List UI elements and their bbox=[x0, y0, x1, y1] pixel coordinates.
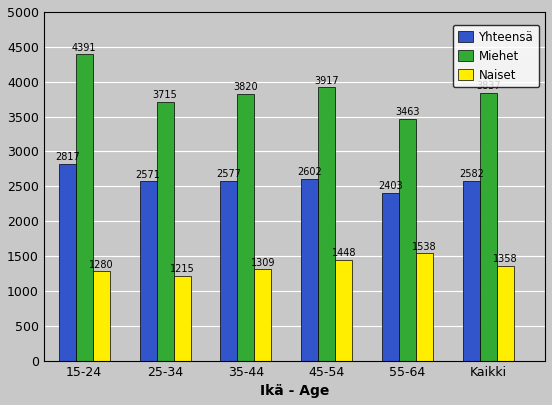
Bar bbox=[237, 94, 254, 360]
Bar bbox=[173, 276, 190, 360]
Text: 4391: 4391 bbox=[72, 43, 97, 53]
Bar bbox=[140, 181, 157, 360]
Bar bbox=[497, 266, 514, 360]
Bar bbox=[254, 269, 272, 360]
Bar bbox=[382, 193, 399, 360]
Bar bbox=[220, 181, 237, 360]
Text: 1448: 1448 bbox=[332, 248, 356, 258]
Text: 2602: 2602 bbox=[298, 167, 322, 177]
Text: 2403: 2403 bbox=[378, 181, 403, 191]
Bar bbox=[319, 87, 335, 360]
Bar bbox=[480, 93, 497, 360]
Text: 2577: 2577 bbox=[216, 169, 241, 179]
Text: 1538: 1538 bbox=[412, 242, 437, 252]
Bar bbox=[416, 254, 433, 360]
Text: 1309: 1309 bbox=[251, 258, 275, 268]
Text: 2817: 2817 bbox=[55, 152, 79, 162]
Text: 1358: 1358 bbox=[493, 254, 518, 264]
X-axis label: Ikä - Age: Ikä - Age bbox=[260, 384, 329, 398]
Text: 3715: 3715 bbox=[153, 90, 177, 100]
Bar bbox=[93, 271, 110, 360]
Text: 2582: 2582 bbox=[459, 169, 484, 179]
Bar bbox=[76, 54, 93, 360]
Text: 3463: 3463 bbox=[395, 107, 420, 117]
Text: 2571: 2571 bbox=[136, 170, 161, 179]
Text: 3820: 3820 bbox=[233, 83, 258, 92]
Text: 1215: 1215 bbox=[169, 264, 194, 274]
Text: 3917: 3917 bbox=[315, 76, 339, 86]
Bar bbox=[59, 164, 76, 360]
Bar bbox=[399, 119, 416, 360]
Bar bbox=[157, 102, 173, 360]
Bar bbox=[301, 179, 319, 360]
Text: 1280: 1280 bbox=[89, 260, 114, 270]
Bar bbox=[463, 181, 480, 360]
Text: 3837: 3837 bbox=[476, 81, 501, 91]
Legend: Yhteensä, Miehet, Naiset: Yhteensä, Miehet, Naiset bbox=[453, 25, 539, 87]
Bar bbox=[335, 260, 352, 360]
